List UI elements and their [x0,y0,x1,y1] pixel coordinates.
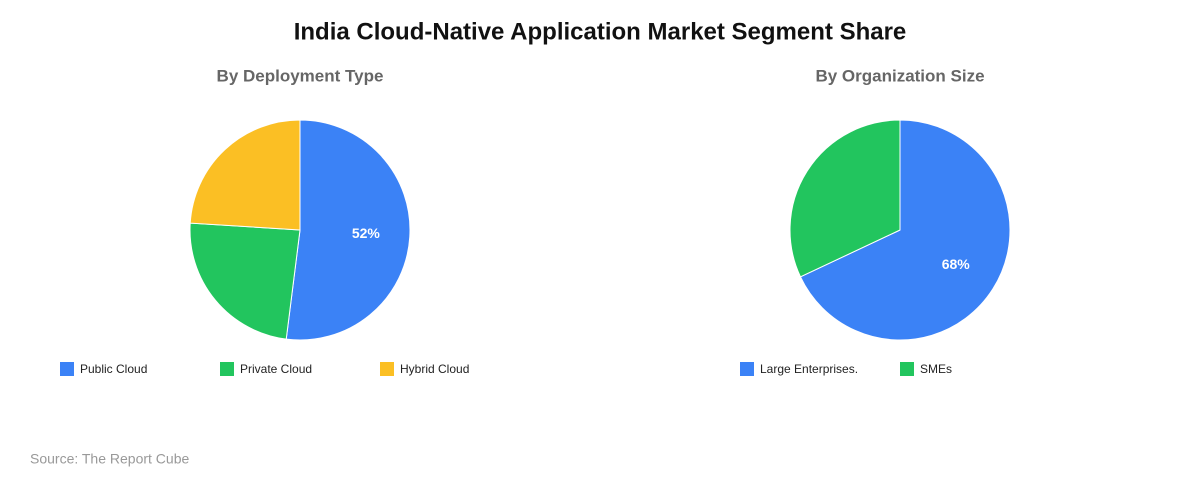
legend-swatch [740,362,754,376]
pie-slice [189,119,301,231]
pie-slice [789,119,901,278]
legend-label: Public Cloud [80,362,147,376]
pie-slice [799,119,1011,341]
legend-label: Private Cloud [240,362,312,376]
legend-label: SMEs [920,362,952,376]
source: Source: The Report Cube [30,451,189,467]
data-label: 68% [942,256,971,272]
legend-swatch [380,362,394,376]
legend-swatch [60,362,74,376]
page-title: India Cloud-Native Application Market Se… [294,18,907,45]
legend-label: Hybrid Cloud [400,362,469,376]
legend-swatch [220,362,234,376]
pie-slice [189,222,301,340]
pie-slice [285,119,411,341]
data-label: 52% [352,225,381,241]
legend-label: Large Enterprises. [760,362,858,376]
chart-title: By Organization Size [815,66,984,85]
legend-swatch [900,362,914,376]
chart-title: By Deployment Type [217,66,384,85]
